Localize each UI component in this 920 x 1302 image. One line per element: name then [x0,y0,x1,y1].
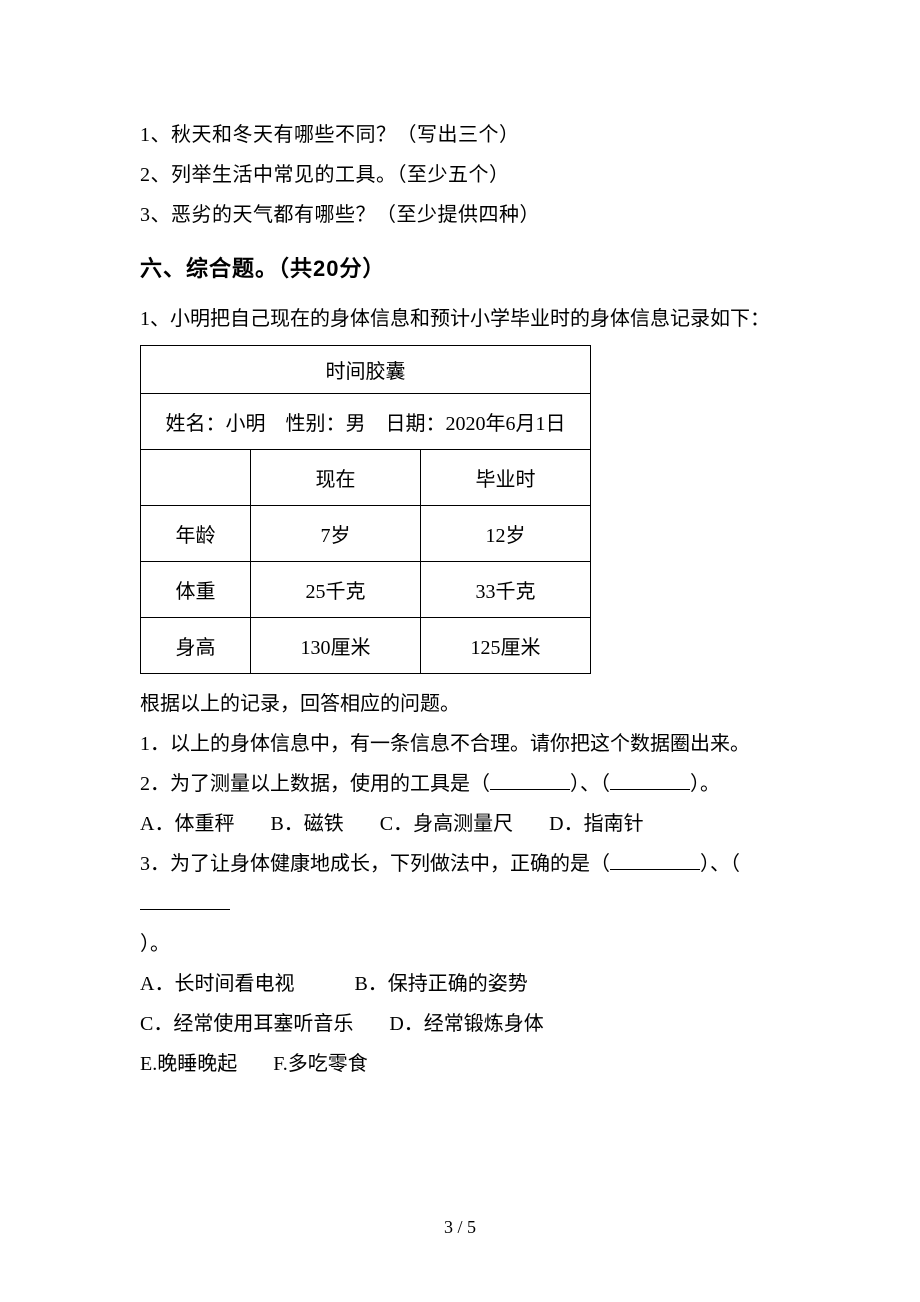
sub2-mid: ）、（ [570,773,610,795]
after-table-text: 根据以上的记录，回答相应的问题。 [140,684,780,724]
option-f: F.多吃零食 [273,1053,368,1075]
sub-question-1: 1．以上的身体信息中，有一条信息不合理。请你把这个数据圈出来。 [140,724,780,764]
table-cell-now: 7岁 [251,506,421,562]
blank-input[interactable] [610,770,690,790]
question-1: 1、秋天和冬天有哪些不同？（写出三个） [140,115,780,155]
table-cell-label: 身高 [141,618,251,674]
option-a: A．长时间看电视 [140,973,294,995]
option-d: D．指南针 [549,813,643,835]
table-cell-grad: 125厘米 [421,618,591,674]
table-cell-now: 130厘米 [251,618,421,674]
option-a: A．体重秤 [140,813,234,835]
option-c: C．身高测量尺 [380,813,513,835]
body-info-table: 时间胶囊 姓名：小明 性别：男 日期：2020年6月1日 现在 毕业时 年龄 7… [140,345,591,674]
table-cell-now: 25千克 [251,562,421,618]
option-c: C．经常使用耳塞听音乐 [140,1013,353,1035]
sub3-prefix: 3．为了让身体健康地成长，下列做法中，正确的是（ [140,853,610,875]
blank-input[interactable] [140,890,230,910]
sub2-suffix: ）。 [690,773,720,795]
option-b: B．保持正确的姿势 [354,973,527,995]
sub3-mid: ）、（ [700,853,740,875]
blank-input[interactable] [490,770,570,790]
table-cell-grad: 33千克 [421,562,591,618]
table-header-grad: 毕业时 [421,450,591,506]
sub-question-2: 2．为了测量以上数据，使用的工具是（ ）、（ ）。 [140,764,780,804]
page-number: 3 / 5 [0,1217,920,1238]
table-row: 年龄 7岁 12岁 [141,506,591,562]
table-header-blank [141,450,251,506]
table-row: 身高 130厘米 125厘米 [141,618,591,674]
table-header-now: 现在 [251,450,421,506]
question-2: 2、列举生活中常见的工具。（至少五个） [140,155,780,195]
table-cell-label: 体重 [141,562,251,618]
table-title: 时间胶囊 [141,346,591,394]
option-d: D．经常锻炼身体 [389,1013,543,1035]
blank-input[interactable] [610,850,700,870]
table-cell-grad: 12岁 [421,506,591,562]
table-cell-label: 年龄 [141,506,251,562]
option-b: B．磁铁 [270,813,343,835]
sub-question-3: 3．为了让身体健康地成长，下列做法中，正确的是（ ）、（ [140,844,780,924]
table-row: 体重 25千克 33千克 [141,562,591,618]
question-3: 3、恶劣的天气都有哪些？（至少提供四种） [140,195,780,235]
section-6-intro: 1、小明把自己现在的身体信息和预计小学毕业时的身体信息记录如下： [140,299,780,339]
sub3-options-line1: A．长时间看电视 B．保持正确的姿势 [140,964,780,1004]
option-e: E.晚睡晚起 [140,1053,237,1075]
sub2-prefix: 2．为了测量以上数据，使用的工具是（ [140,773,490,795]
sub-question-3-line2: ）。 [140,924,780,964]
table-info-row: 姓名：小明 性别：男 日期：2020年6月1日 [141,394,591,450]
sub3-options-line2: C．经常使用耳塞听音乐 D．经常锻炼身体 [140,1004,780,1044]
sub3-options-line3: E.晚睡晚起 F.多吃零食 [140,1044,780,1084]
sub2-options: A．体重秤 B．磁铁 C．身高测量尺 D．指南针 [140,804,780,844]
section-6-heading: 六、综合题。（共20分） [140,251,780,283]
